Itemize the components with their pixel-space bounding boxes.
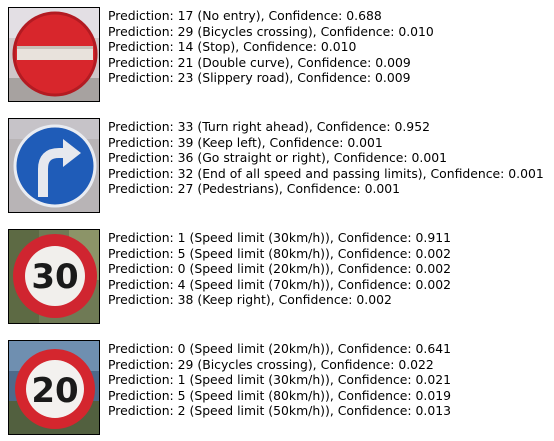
speed-limit-20-sign-image: 20 (8, 340, 100, 435)
prediction-line: Prediction: 33 (Turn right ahead), Confi… (108, 119, 430, 134)
prediction-line: Prediction: 0 (Speed limit (20km/h)), Co… (108, 341, 451, 356)
prediction-list: Prediction: 0 (Speed limit (20km/h)), Co… (108, 341, 451, 419)
prediction-line: Prediction: 27 (Pedestrians), Confidence… (108, 181, 401, 196)
prediction-line: Prediction: 1 (Speed limit (30km/h)), Co… (108, 372, 451, 387)
prediction-line: Prediction: 23 (Slippery road), Confiden… (108, 70, 411, 85)
prediction-line: Prediction: 29 (Bicycles crossing), Conf… (108, 356, 434, 372)
prediction-line: Prediction: 4 (Speed limit (70km/h)), Co… (108, 276, 451, 292)
prediction-line: Prediction: 0 (Speed limit (20km/h)), Co… (108, 261, 451, 276)
prediction-list: Prediction: 1 (Speed limit (30km/h)), Co… (108, 230, 451, 308)
prediction-line: Prediction: 38 (Keep right), Confidence:… (108, 292, 392, 307)
result-row-no-entry: Prediction: 17 (No entry), Confidence: 0… (0, 7, 554, 107)
prediction-line: Prediction: 32 (End of all speed and pas… (108, 165, 544, 181)
sign-number-20: 20 (31, 371, 78, 411)
result-row-speed-limit-20: 20 Prediction: 0 (Speed limit (20km/h)),… (0, 340, 554, 440)
no-entry-sign-image (8, 7, 100, 102)
prediction-line: Prediction: 5 (Speed limit (80km/h)), Co… (108, 245, 451, 261)
speed-limit-30-sign-image: 30 (8, 229, 100, 324)
prediction-line: Prediction: 2 (Speed limit (50km/h)), Co… (108, 403, 451, 418)
prediction-line: Prediction: 36 (Go straight or right), C… (108, 150, 447, 165)
prediction-list: Prediction: 33 (Turn right ahead), Confi… (108, 119, 544, 197)
prediction-line: Prediction: 17 (No entry), Confidence: 0… (108, 8, 382, 23)
turn-right-ahead-sign-image (8, 118, 100, 213)
prediction-list: Prediction: 17 (No entry), Confidence: 0… (108, 8, 434, 86)
result-row-speed-limit-30: 30 Prediction: 1 (Speed limit (30km/h)),… (0, 229, 554, 329)
result-row-turn-right-ahead: Prediction: 33 (Turn right ahead), Confi… (0, 118, 554, 218)
prediction-line: Prediction: 29 (Bicycles crossing), Conf… (108, 23, 434, 39)
prediction-line: Prediction: 14 (Stop), Confidence: 0.010 (108, 39, 357, 54)
prediction-line: Prediction: 5 (Speed limit (80km/h)), Co… (108, 387, 451, 403)
prediction-line: Prediction: 21 (Double curve), Confidenc… (108, 54, 411, 70)
prediction-line: Prediction: 39 (Keep left), Confidence: … (108, 134, 383, 150)
prediction-line: Prediction: 1 (Speed limit (30km/h)), Co… (108, 230, 451, 245)
sign-number-30: 30 (31, 257, 78, 297)
